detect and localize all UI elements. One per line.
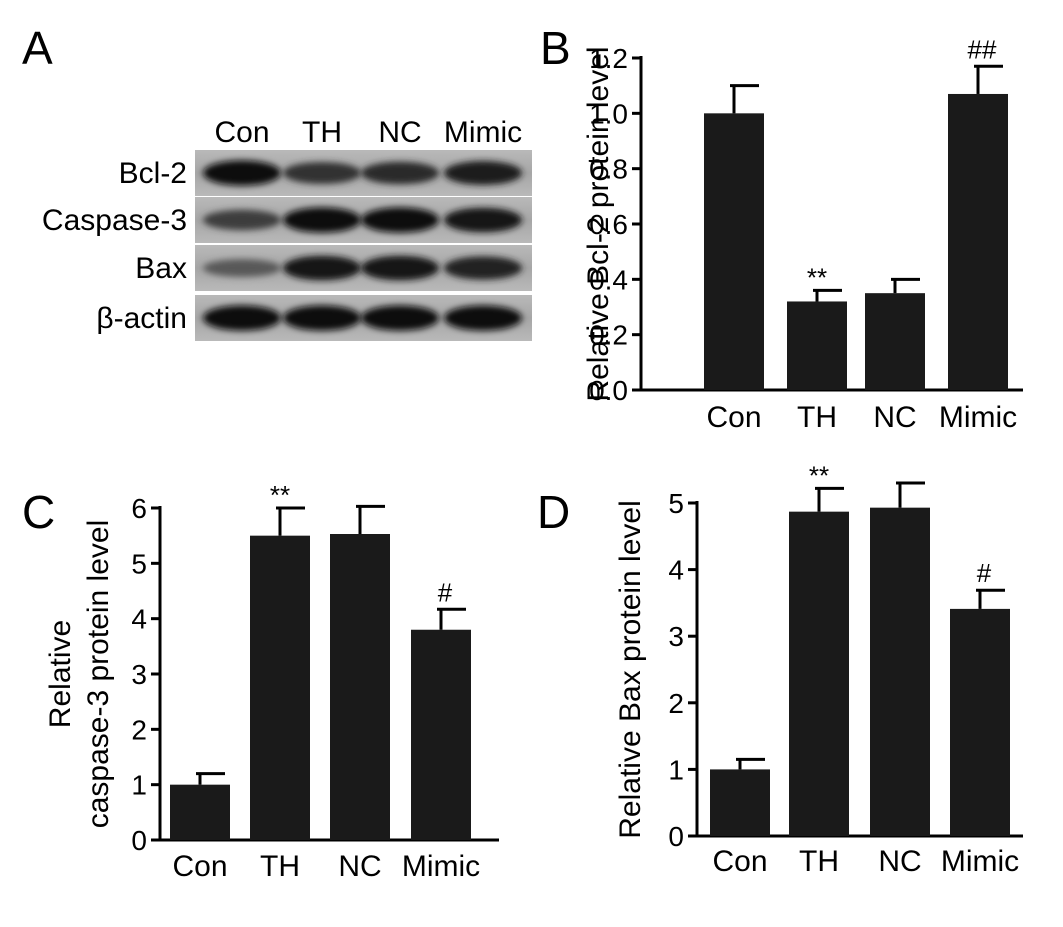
bar-mimic — [948, 93, 1008, 390]
y-tick-label: 0.0 — [589, 375, 628, 406]
blot-label-bax: Bax — [135, 252, 187, 285]
bar-th — [250, 535, 310, 840]
x-tick-label-nc: NC — [878, 845, 921, 878]
x-tick-label-mimic: Mimic — [941, 845, 1019, 878]
significance-label: # — [438, 577, 453, 607]
blot-label-actin: β-actin — [96, 302, 187, 335]
significance-label: # — [977, 558, 992, 588]
blot-strip — [195, 150, 532, 196]
blot-band — [203, 305, 281, 331]
y-axis-title-line: Relative — [44, 620, 77, 728]
blot-label-caspase-3: Caspase-3 — [42, 204, 187, 237]
lane-label-nc: NC — [378, 116, 421, 149]
panel-letter-a: A — [22, 22, 53, 74]
lane-label-con: Con — [214, 116, 269, 149]
blot-strip — [195, 197, 532, 243]
bar-con — [710, 769, 770, 836]
y-tick-label: 3 — [668, 621, 684, 652]
bar-series-b: Con ** TH NC ## Mimic — [704, 34, 1017, 434]
y-tick-label: 4 — [668, 555, 684, 586]
y-tick-label: 0 — [668, 821, 684, 852]
y-tick-label: 3 — [131, 659, 147, 690]
x-tick-label-nc: NC — [338, 850, 381, 883]
y-tick-label: 6 — [131, 493, 147, 524]
y-tick-label: 2 — [668, 688, 684, 719]
lane-label-th: TH — [302, 116, 342, 149]
significance-label: ** — [270, 480, 290, 510]
bar-nc — [865, 293, 925, 390]
blot-band — [361, 207, 439, 233]
blot-strip — [195, 295, 532, 341]
blot-label-bcl-2: Bcl-2 — [119, 157, 187, 190]
bar-th — [789, 511, 849, 836]
blot-band — [203, 209, 281, 231]
blot-band — [361, 161, 439, 185]
x-tick-label-con: Con — [712, 845, 767, 878]
y-axis-title-line: caspase-3 protein level — [82, 520, 115, 829]
y-axis-title: Relative Bax protein level — [614, 500, 647, 839]
blot-band — [283, 162, 361, 184]
x-tick-label-con: Con — [172, 850, 227, 883]
y-axis-title: Relative Bcl-2 protein level — [582, 46, 615, 401]
bar-con — [170, 784, 230, 840]
blot-band — [444, 161, 522, 185]
bar-series-c: Con ** TH NC # Mimic — [170, 480, 480, 883]
blot-band — [361, 305, 439, 331]
y-tick-label: 2 — [131, 714, 147, 745]
bar-mimic — [411, 629, 471, 840]
x-tick-label-mimic: Mimic — [939, 401, 1017, 434]
y-tick-label: 0.8 — [589, 154, 628, 185]
panel-letter-c: C — [22, 486, 55, 538]
y-tick-label: 5 — [668, 488, 684, 519]
blot-band — [203, 259, 281, 277]
x-tick-label-con: Con — [706, 401, 761, 434]
panel-letter-d: D — [537, 486, 570, 538]
significance-label: ** — [807, 262, 827, 292]
blot-band — [283, 255, 361, 281]
chart-bcl-2: 0.0 0.2 0.4 0.6 0.8 1.0 1.2 Con ** TH NC ## Mimic Rel… — [582, 34, 1023, 434]
blot-band — [283, 305, 361, 331]
blot-band — [361, 255, 439, 281]
x-tick-label-mimic: Mimic — [402, 850, 480, 883]
bar-nc — [870, 507, 930, 836]
x-tick-label-th: TH — [799, 845, 839, 878]
bar-series-d: Con ** TH NC # Mimic — [710, 460, 1019, 878]
lane-label-mimic: Mimic — [444, 116, 522, 149]
bar-con — [704, 113, 764, 390]
bar-mimic — [950, 608, 1010, 836]
blot-band — [444, 256, 522, 280]
western-blot: Con TH NC Mimic Bcl-2 Caspase-3 Bax β-actin — [42, 116, 532, 341]
panel-letter-b: B — [540, 22, 571, 74]
significance-label: ** — [809, 460, 829, 490]
blot-strip — [195, 245, 532, 291]
blot-band — [283, 207, 361, 233]
chart-caspase-3: 0 1 2 3 4 5 6 Con ** TH NC # Mimic Relative caspase-3 … — [44, 480, 499, 883]
y-tick-label: 1 — [668, 754, 684, 785]
x-tick-label-nc: NC — [873, 401, 916, 434]
y-tick-label: 0.2 — [589, 320, 628, 351]
y-tick-label: 0.6 — [589, 209, 628, 240]
y-tick-label: 5 — [131, 548, 147, 579]
y-axis-title: Relative caspase-3 protein level — [44, 520, 115, 829]
y-tick-label: 4 — [131, 604, 147, 635]
x-tick-label-th: TH — [260, 850, 300, 883]
bar-nc — [330, 534, 390, 840]
y-tick-label: 1.2 — [589, 43, 628, 74]
significance-label: ## — [968, 34, 997, 64]
blot-band — [444, 305, 522, 331]
y-tick-label: 1 — [131, 770, 147, 801]
chart-bax: 0 1 2 3 4 5 Con ** TH NC # Mimic Relative Bax protei… — [614, 460, 1023, 878]
x-tick-label-th: TH — [797, 401, 837, 434]
y-tick-label: 0.4 — [589, 264, 628, 295]
y-tick-label: 0 — [131, 825, 147, 856]
bar-th — [787, 301, 847, 390]
blot-band — [444, 207, 522, 233]
blot-band — [203, 160, 281, 186]
y-tick-label: 1.0 — [589, 98, 628, 129]
